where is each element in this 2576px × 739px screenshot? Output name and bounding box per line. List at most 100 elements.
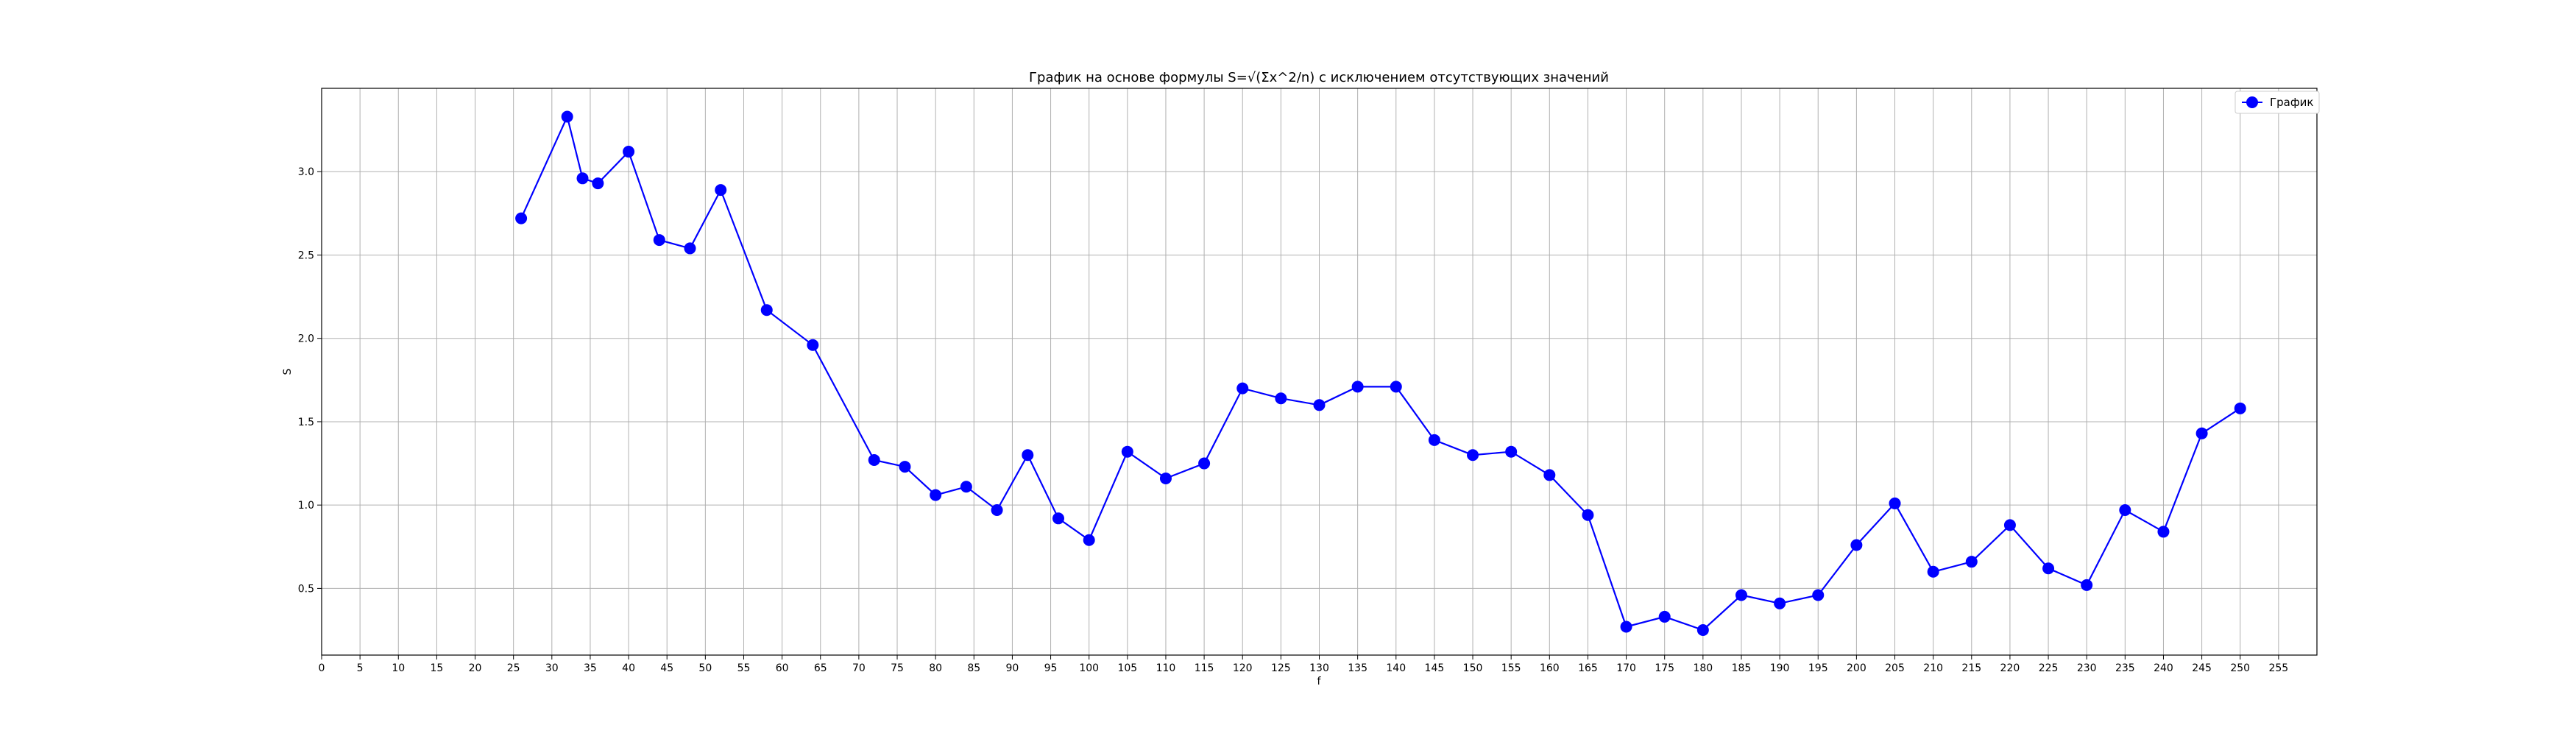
y-tick-label: 2.5 <box>298 250 314 261</box>
x-tick-label: 225 <box>2039 662 2059 674</box>
data-point <box>2081 579 2093 591</box>
x-tick-label: 95 <box>1044 662 1058 674</box>
y-tick-label: 1.0 <box>298 500 314 512</box>
legend: График <box>2234 91 2320 114</box>
x-tick-label: 155 <box>1501 662 1521 674</box>
x-tick-label: 140 <box>1386 662 1406 674</box>
data-point <box>960 481 972 493</box>
data-point <box>1965 556 1978 568</box>
x-axis-label: f <box>1317 676 1322 687</box>
legend-marker <box>2246 96 2258 108</box>
x-tick-label: 45 <box>660 662 673 674</box>
data-point <box>930 489 942 501</box>
x-tick-label: 50 <box>698 662 712 674</box>
x-tick-label: 35 <box>584 662 597 674</box>
x-tick-label: 210 <box>1923 662 1943 674</box>
data-point <box>1543 469 1556 481</box>
data-point <box>1198 457 1211 470</box>
x-tick-label: 240 <box>2154 662 2173 674</box>
data-point <box>561 110 573 123</box>
x-tick-label: 145 <box>1425 662 1445 674</box>
x-tick-label: 55 <box>737 662 751 674</box>
x-tick-label: 190 <box>1770 662 1790 674</box>
legend-label: График <box>2270 96 2314 109</box>
data-point <box>1083 534 1095 546</box>
data-point <box>1850 539 1863 551</box>
x-tick-label: 60 <box>776 662 789 674</box>
y-axis-label: S <box>282 368 294 375</box>
data-point <box>1467 449 1479 462</box>
data-point <box>1351 381 1364 393</box>
data-point <box>592 177 604 190</box>
data-point <box>1313 399 1326 411</box>
x-tick-label: 135 <box>1348 662 1367 674</box>
series <box>515 110 2246 637</box>
data-point <box>684 242 696 255</box>
x-tick-label: 90 <box>1006 662 1019 674</box>
data-point <box>991 503 1003 516</box>
x-tick-label: 250 <box>2230 662 2250 674</box>
data-point <box>1275 392 1287 405</box>
data-point <box>623 146 635 158</box>
data-point <box>1159 472 1172 484</box>
x-tick-label: 10 <box>392 662 405 674</box>
legend-box <box>2234 91 2320 114</box>
x-tick-label: 175 <box>1655 662 1674 674</box>
data-point <box>715 184 727 197</box>
data-point <box>2119 503 2131 516</box>
data-point <box>1022 449 1034 462</box>
data-point <box>1696 624 1709 637</box>
x-tick-label: 20 <box>469 662 482 674</box>
axes: 0 5 10 15 20 25 30 35 40 45 50 55 60 65 70 75 80 85 90 95 10… <box>298 88 2318 674</box>
data-point <box>1927 565 1939 578</box>
x-tick-label: 160 <box>1540 662 1560 674</box>
x-tick-label: 65 <box>814 662 827 674</box>
data-point <box>1582 509 1594 521</box>
data-point <box>1236 382 1249 395</box>
grid <box>321 88 2317 655</box>
x-tick-label: 105 <box>1117 662 1137 674</box>
x-tick-label: 200 <box>1847 662 1866 674</box>
x-tick-label: 40 <box>622 662 635 674</box>
data-point <box>653 234 665 247</box>
data-point <box>1889 497 1901 509</box>
x-tick-label: 15 <box>430 662 443 674</box>
x-tick-label: 230 <box>2077 662 2097 674</box>
x-tick-label: 195 <box>1808 662 1828 674</box>
x-tick-label: 180 <box>1693 662 1713 674</box>
y-tick-label: 2.0 <box>298 333 314 345</box>
y-tick-label: 0.5 <box>298 583 314 595</box>
x-tick-label: 125 <box>1271 662 1291 674</box>
data-point <box>868 454 880 467</box>
x-tick-label: 110 <box>1156 662 1176 674</box>
data-point <box>899 461 911 473</box>
data-point <box>1735 589 1747 601</box>
x-tick-label: 80 <box>929 662 942 674</box>
x-tick-label: 220 <box>2000 662 2020 674</box>
chart-title: График на основе формулы S=√(Σx^2/n) с и… <box>1029 70 1609 85</box>
data-point <box>1390 381 1402 393</box>
data-point <box>515 212 528 224</box>
x-tick-label: 115 <box>1195 662 1214 674</box>
x-tick-label: 235 <box>2115 662 2135 674</box>
data-point <box>576 172 589 185</box>
data-point <box>1774 597 1786 609</box>
x-tick-label: 100 <box>1079 662 1099 674</box>
y-tick-label: 3.0 <box>298 166 314 178</box>
x-tick-label: 85 <box>967 662 980 674</box>
x-tick-label: 5 <box>357 662 364 674</box>
plot-frame <box>321 88 2318 656</box>
data-point <box>1052 512 1064 525</box>
x-tick-label: 120 <box>1233 662 1253 674</box>
x-tick-label: 0 <box>319 662 325 674</box>
data-point <box>807 339 819 351</box>
data-point <box>1658 610 1671 623</box>
data-point <box>1812 589 1825 601</box>
x-tick-label: 130 <box>1309 662 1329 674</box>
data-point <box>2234 402 2246 414</box>
x-tick-label: 255 <box>2268 662 2288 674</box>
x-tick-label: 165 <box>1578 662 1598 674</box>
data-point <box>1505 445 1518 458</box>
